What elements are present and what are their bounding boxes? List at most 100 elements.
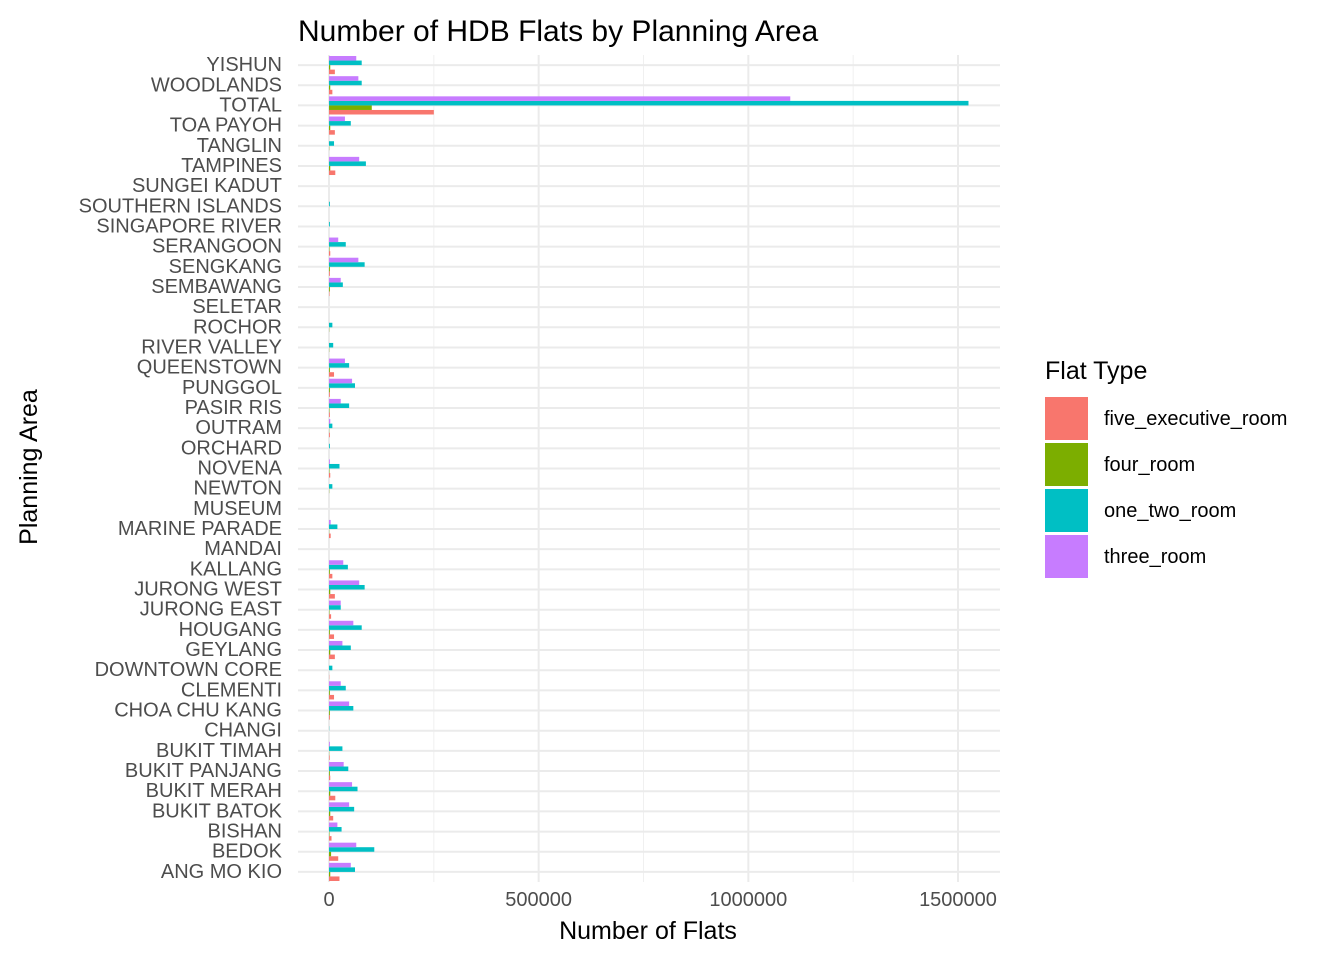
- bar-three_room: [329, 560, 344, 565]
- bar-one_two_room: [329, 847, 375, 852]
- bar-five_executive_room: [329, 372, 335, 377]
- bar-one_two_room: [329, 484, 333, 489]
- y-tick-label: BEDOK: [212, 841, 283, 863]
- bar-three_room: [329, 116, 345, 122]
- bar-four_room: [329, 629, 330, 635]
- bar-one_two_room: [329, 665, 333, 671]
- bar-five_executive_room: [329, 170, 336, 176]
- x-axis-title: Number of Flats: [559, 917, 737, 945]
- bar-one_two_room: [329, 262, 365, 267]
- legend-swatch-three_room: [1045, 535, 1088, 578]
- bar-four_room: [329, 791, 331, 796]
- y-tick-label: WOODLANDS: [151, 74, 282, 96]
- y-tick-label: JURONG EAST: [140, 599, 282, 621]
- bar-one_two_room: [329, 383, 355, 388]
- bar-three_room: [329, 419, 331, 424]
- bar-four_room: [329, 387, 330, 393]
- y-tick-label: NEWTON: [193, 478, 282, 500]
- y-tick-label: SEMBAWANG: [151, 276, 282, 298]
- bar-five_executive_room: [329, 836, 332, 841]
- bar-five_executive_room: [329, 694, 335, 700]
- y-tick-label: BISHAN: [208, 821, 282, 843]
- bar-one_two_room: [329, 524, 338, 530]
- bar-five_executive_room: [329, 856, 339, 861]
- y-tick-label: SELETAR: [192, 296, 282, 318]
- bar-five_executive_room: [329, 69, 335, 75]
- bar-five_executive_room: [329, 654, 335, 660]
- y-tick-label: YISHUN: [206, 54, 282, 76]
- y-tick-label: ANG MO KIO: [161, 861, 282, 883]
- bar-three_room: [329, 782, 353, 787]
- bar-four_room: [329, 286, 330, 292]
- y-tick-label: TAMPINES: [181, 155, 282, 177]
- bar-five_executive_room: [329, 271, 330, 276]
- y-tick-label: OUTRAM: [195, 417, 282, 439]
- bar-four_room: [329, 105, 372, 110]
- bar-one_two_room: [329, 766, 349, 772]
- bar-three_room: [329, 378, 353, 384]
- bar-one_two_room: [329, 403, 350, 408]
- bar-one_two_room: [329, 605, 341, 610]
- bar-four_room: [329, 871, 331, 877]
- bar-four_room: [329, 65, 331, 70]
- bar-one_two_room: [329, 322, 333, 328]
- bar-five_executive_room: [329, 594, 335, 599]
- bar-four_room: [329, 710, 330, 716]
- legend-title: Flat Type: [1045, 357, 1147, 385]
- legend-label: four_room: [1104, 454, 1195, 476]
- y-tick-label: JURONG WEST: [134, 579, 282, 601]
- bar-five_executive_room: [329, 715, 330, 720]
- bar-three_room: [329, 822, 338, 828]
- y-tick-label: CHOA CHU KANG: [114, 700, 282, 722]
- legend-label: one_two_room: [1104, 500, 1236, 522]
- y-tick-label: TANGLIN: [197, 135, 282, 157]
- y-tick-label: ROCHOR: [193, 316, 282, 338]
- bar-three_room: [329, 237, 339, 243]
- bar-four_room: [329, 851, 332, 857]
- y-tick-label: MUSEUM: [193, 498, 282, 520]
- legend-items: five_executive_room four_room one_two_room…: [1045, 397, 1287, 578]
- x-tick-label: 500000: [505, 889, 572, 911]
- bar-three_room: [329, 519, 331, 525]
- bar-five_executive_room: [329, 634, 335, 639]
- chart-title: Number of HDB Flats by Planning Area: [298, 15, 819, 48]
- bar-one_two_room: [329, 282, 343, 287]
- bar-three_room: [329, 96, 791, 101]
- bar-one_two_room: [329, 746, 343, 751]
- y-tick-label: QUEENSTOWN: [137, 357, 282, 379]
- bar-four_room: [329, 569, 330, 574]
- bar-three_room: [329, 862, 351, 868]
- y-tick-label: RIVER VALLEY: [141, 336, 282, 358]
- legend-swatch-one_two_room: [1045, 489, 1088, 532]
- bar-three_room: [329, 640, 343, 646]
- bar-three_room: [329, 257, 359, 263]
- bar-four_room: [329, 266, 330, 272]
- bar-one_two_room: [329, 706, 354, 711]
- bar-one_two_room: [329, 786, 358, 792]
- bar-one_two_room: [329, 201, 330, 207]
- x-tick-label: 1500000: [919, 889, 997, 911]
- bar-one_two_room: [329, 242, 346, 247]
- y-tick-label: TOA PAYOH: [170, 115, 282, 137]
- bar-three_room: [329, 761, 344, 767]
- bar-five_executive_room: [329, 573, 333, 579]
- bar-four_room: [329, 125, 331, 131]
- bar-three_room: [329, 580, 360, 585]
- bar-one_two_room: [329, 685, 346, 691]
- bar-three_room: [329, 600, 341, 606]
- bar-five_executive_room: [329, 876, 340, 881]
- bar-five_executive_room: [329, 392, 330, 397]
- y-tick-label: BUKIT TIMAH: [156, 740, 282, 762]
- x-tick-labels: 0 500000 1000000 1500000: [323, 889, 997, 911]
- bar-five_executive_room: [329, 89, 333, 95]
- bar-three_room: [329, 681, 341, 686]
- grid-layer: [298, 55, 1000, 882]
- bar-four_room: [329, 589, 331, 595]
- bar-one_two_room: [329, 100, 969, 106]
- y-tick-label: GEYLANG: [185, 639, 282, 661]
- y-tick-label: SUNGEI KADUT: [132, 175, 282, 197]
- bar-three_room: [329, 277, 341, 283]
- bar-one_two_room: [329, 564, 348, 570]
- y-axis-title: Planning Area: [15, 389, 43, 545]
